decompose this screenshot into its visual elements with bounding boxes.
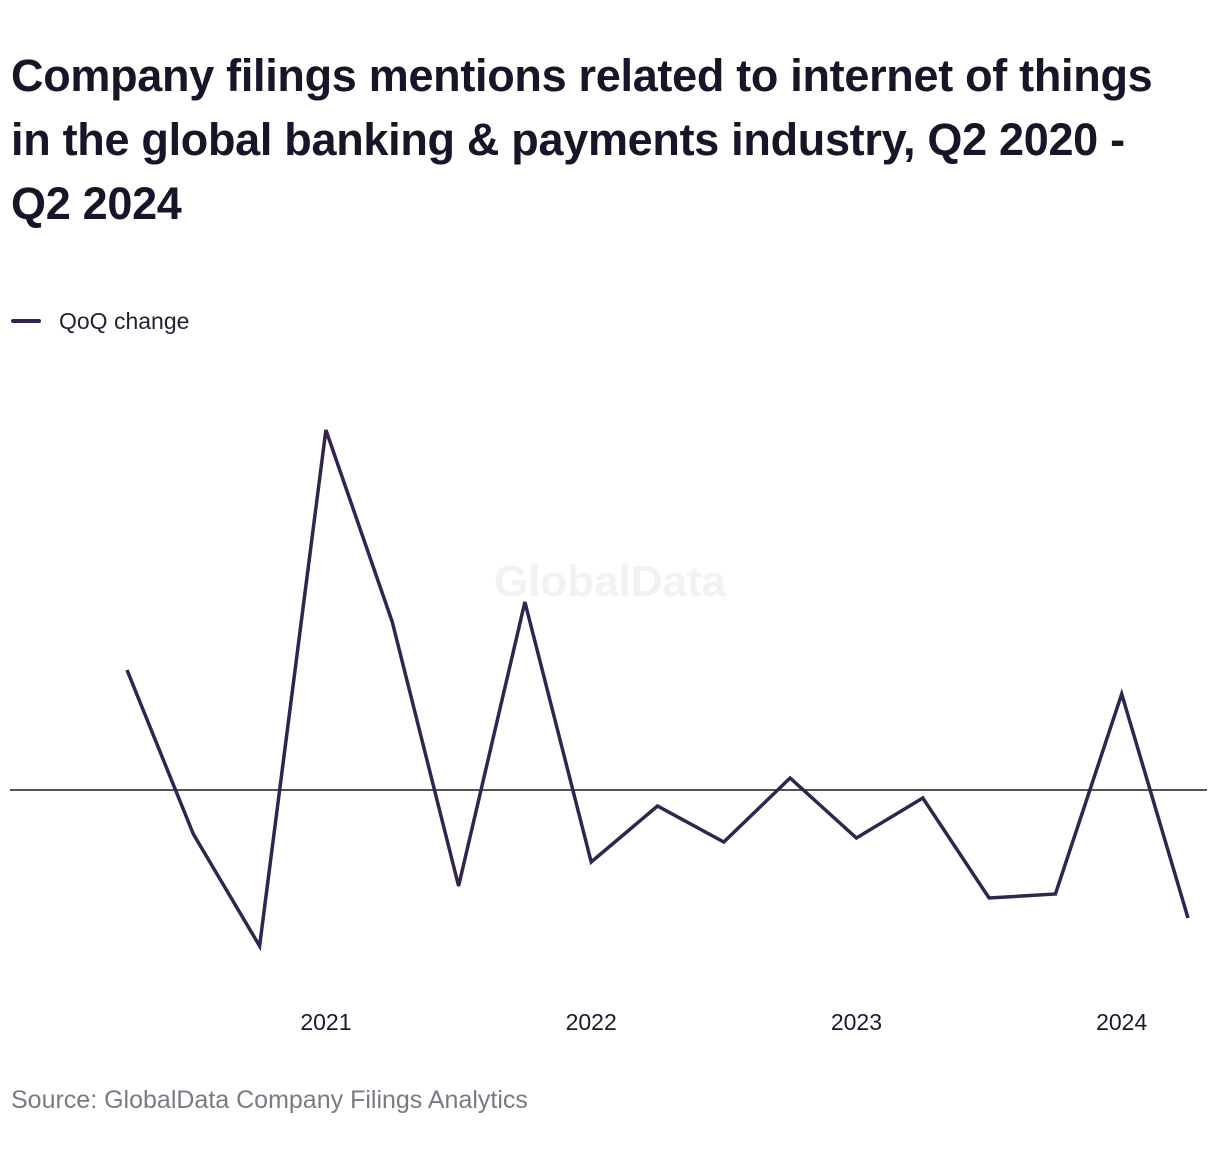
data-point[interactable]	[120, 663, 134, 677]
series-group	[120, 423, 1195, 953]
source-note: Source: GlobalData Company Filings Analy…	[11, 1086, 528, 1114]
series-line	[125, 429, 1190, 952]
chart-title: Company filings mentions related to inte…	[11, 50, 1153, 229]
data-point[interactable]	[518, 595, 532, 609]
data-point[interactable]	[584, 855, 598, 869]
x-tick-label: 2022	[566, 1009, 617, 1035]
x-axis-tick-labels: 2021 2022 2023 2024	[300, 1009, 1147, 1035]
data-point[interactable]	[717, 835, 731, 849]
x-tick-label: 2023	[831, 1009, 882, 1035]
legend-label: QoQ change	[59, 307, 190, 334]
data-point[interactable]	[783, 771, 797, 785]
watermark: GlobalData	[494, 557, 727, 606]
data-point[interactable]	[916, 791, 930, 805]
data-point[interactable]	[385, 615, 399, 629]
data-point[interactable]	[849, 831, 863, 845]
data-point[interactable]	[982, 891, 996, 905]
x-tick-label: 2024	[1096, 1009, 1147, 1035]
data-point[interactable]	[1181, 911, 1195, 925]
data-point[interactable]	[186, 827, 200, 841]
data-point[interactable]	[651, 799, 665, 813]
data-point[interactable]	[253, 939, 267, 953]
x-tick-label: 2021	[300, 1009, 351, 1035]
data-point[interactable]	[1115, 687, 1129, 701]
data-point[interactable]	[319, 423, 333, 437]
line-chart: GlobalData 2021 2022 2023 2024	[10, 423, 1207, 1035]
legend-swatch	[11, 319, 41, 323]
data-point[interactable]	[1048, 887, 1062, 901]
legend: QoQ change	[11, 306, 189, 336]
data-point[interactable]	[452, 879, 466, 893]
